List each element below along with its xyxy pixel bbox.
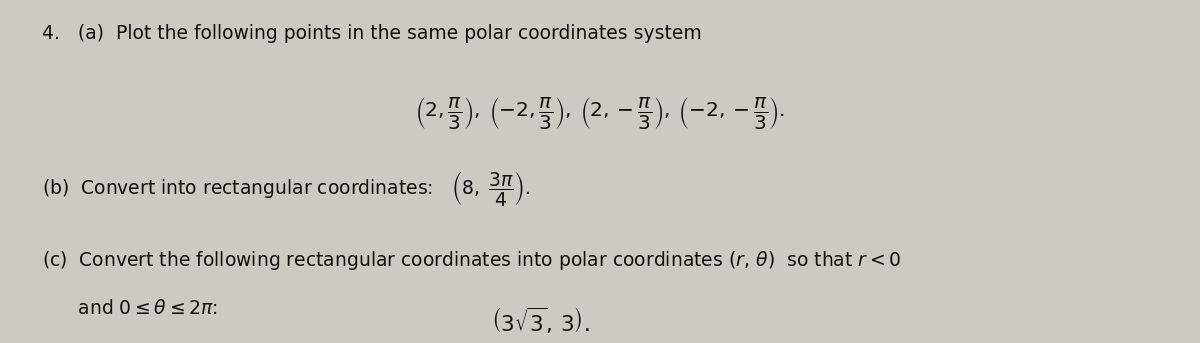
Text: $\left(2,\dfrac{\pi}{3}\right),\;\left(-2,\dfrac{\pi}{3}\right),\;\left(2,-\dfra: $\left(2,\dfrac{\pi}{3}\right),\;\left(-… bbox=[415, 95, 785, 131]
Text: $\left(3\sqrt{3},\,3\right).$: $\left(3\sqrt{3},\,3\right).$ bbox=[491, 306, 589, 336]
Text: (b)  Convert into rectangular coordinates:   $\left(8,\;\dfrac{3\pi}{4}\right).$: (b) Convert into rectangular coordinates… bbox=[42, 169, 530, 208]
Text: (c)  Convert the following rectangular coordinates into polar coordinates $(r,\,: (c) Convert the following rectangular co… bbox=[42, 249, 901, 272]
Text: and $0\leq\theta\leq 2\pi$:: and $0\leq\theta\leq 2\pi$: bbox=[42, 299, 217, 318]
Text: 4.   (a)  Plot the following points in the same polar coordinates system: 4. (a) Plot the following points in the … bbox=[42, 24, 702, 43]
